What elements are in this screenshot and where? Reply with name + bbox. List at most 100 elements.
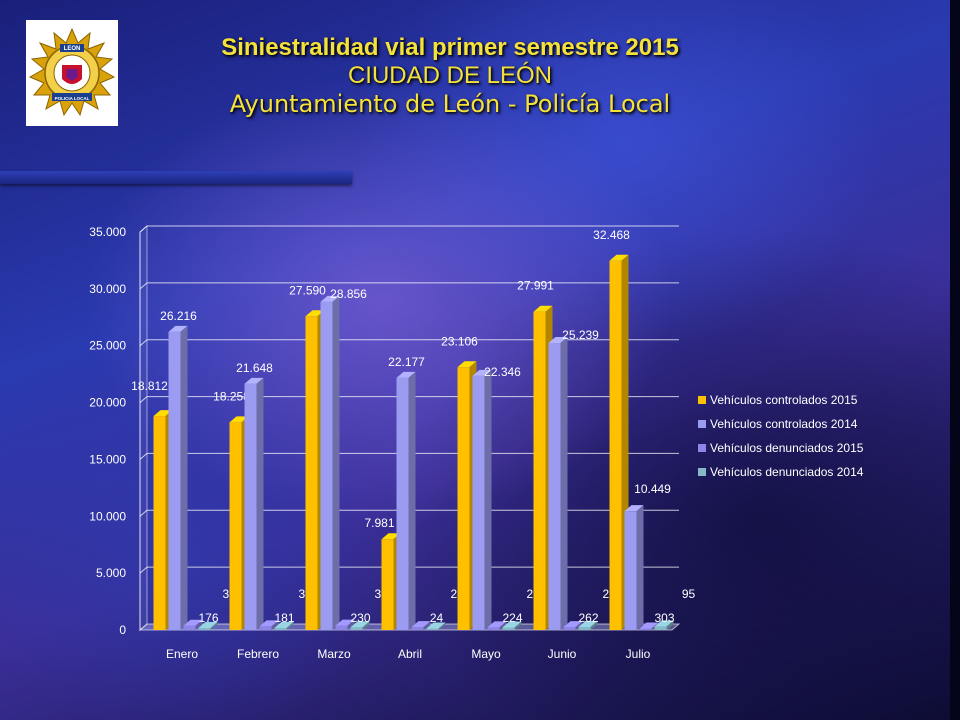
data-label: 18.812	[131, 379, 168, 393]
legend-label: Vehículos denunciados 2014	[710, 465, 864, 479]
bar	[274, 627, 287, 630]
bar-side	[271, 620, 279, 630]
bar	[229, 422, 242, 630]
data-label: 23.106	[441, 334, 478, 348]
bar	[381, 539, 394, 630]
bar-top	[426, 622, 446, 629]
bar-top	[229, 416, 249, 423]
legend-swatch	[698, 396, 706, 404]
legend-swatch	[698, 444, 706, 452]
data-label: 28.856	[330, 287, 367, 301]
bar-top	[609, 254, 629, 261]
y-tick-label: 20.000	[89, 396, 126, 410]
bar	[548, 342, 561, 630]
bar-side	[666, 620, 674, 630]
gridline	[139, 509, 679, 517]
data-label: 176	[198, 611, 218, 625]
gridline	[139, 282, 679, 290]
bar-side	[256, 377, 264, 630]
bar-top	[381, 533, 401, 540]
bar-top	[274, 621, 294, 628]
bar	[472, 375, 485, 630]
y-tick-label: 5.000	[96, 566, 126, 580]
bar	[183, 625, 196, 630]
bar	[654, 626, 667, 630]
police-badge-icon: LEON POLICIA LOCAL	[28, 27, 116, 117]
legend-label: Vehículos controlados 2014	[710, 417, 858, 431]
bar-side	[286, 621, 294, 630]
bar-top	[320, 295, 340, 302]
data-label: 224	[502, 611, 522, 625]
y-tick-label: 25.000	[89, 339, 126, 353]
legend-swatch	[698, 468, 706, 476]
x-tick-label: Abril	[398, 647, 422, 661]
bar	[639, 628, 652, 630]
bar-side	[438, 622, 446, 630]
bar	[411, 627, 424, 630]
bar-top	[654, 620, 674, 627]
bar-top	[533, 305, 553, 312]
bar	[259, 626, 272, 630]
bar-top	[472, 369, 492, 376]
bar-top	[502, 621, 522, 628]
bar-top	[578, 621, 598, 628]
data-label: 27.590	[289, 283, 326, 297]
gridline	[139, 452, 679, 460]
bar-top	[153, 410, 173, 417]
legend-label: Vehículos denunciados 2015	[710, 441, 864, 455]
bar-side	[195, 619, 203, 630]
bar-side	[362, 621, 370, 630]
bar-top	[259, 620, 279, 627]
bar-top	[305, 310, 325, 317]
data-label: 95	[682, 587, 696, 601]
y-tick-label: 0	[119, 623, 126, 637]
bar	[487, 627, 500, 630]
data-label: 18.258	[213, 389, 250, 403]
bar-side	[210, 621, 218, 630]
bar	[320, 301, 333, 630]
data-label: 303	[654, 611, 674, 625]
bar-top	[624, 505, 644, 512]
bar-side	[575, 621, 583, 630]
bar	[244, 383, 257, 630]
data-label: 24	[430, 611, 444, 625]
legend-swatch	[698, 420, 706, 428]
bar-side	[499, 621, 507, 630]
gridline	[139, 225, 679, 233]
bar-top	[639, 622, 659, 629]
accent-bar	[0, 171, 352, 184]
bar-top	[411, 621, 431, 628]
police-badge-logo: LEON POLICIA LOCAL	[26, 20, 118, 126]
data-label: 27.991	[517, 279, 554, 293]
x-tick-label: Julio	[626, 647, 651, 661]
bar-side	[484, 369, 492, 630]
bar-side	[408, 371, 416, 630]
data-label: 21.648	[236, 361, 273, 375]
chart-side-wall	[139, 224, 148, 632]
logo-bottom-text: POLICIA LOCAL	[55, 96, 90, 101]
bar-top	[183, 619, 203, 626]
bar-top	[335, 619, 355, 626]
y-tick-label: 35.000	[89, 225, 126, 239]
bar	[305, 316, 318, 630]
bar-top	[457, 361, 477, 368]
bar	[168, 331, 181, 630]
bar-top	[396, 371, 416, 378]
bar-side	[423, 621, 431, 630]
bar-side	[636, 505, 644, 630]
bar	[153, 416, 166, 630]
data-label: 22.177	[388, 355, 425, 369]
data-label: 230	[350, 611, 370, 625]
bar-top	[563, 621, 583, 628]
x-tick-label: Marzo	[317, 647, 351, 661]
legend-label: Vehículos controlados 2015	[710, 393, 858, 407]
gridline	[139, 566, 679, 574]
y-tick-label: 30.000	[89, 282, 126, 296]
bar	[624, 511, 637, 630]
y-tick-label: 15.000	[89, 452, 126, 466]
title-line-2: CIUDAD DE LEÓN	[347, 62, 553, 89]
data-label: 7.981	[364, 516, 394, 530]
x-tick-label: Enero	[166, 647, 198, 661]
bar	[563, 627, 576, 630]
